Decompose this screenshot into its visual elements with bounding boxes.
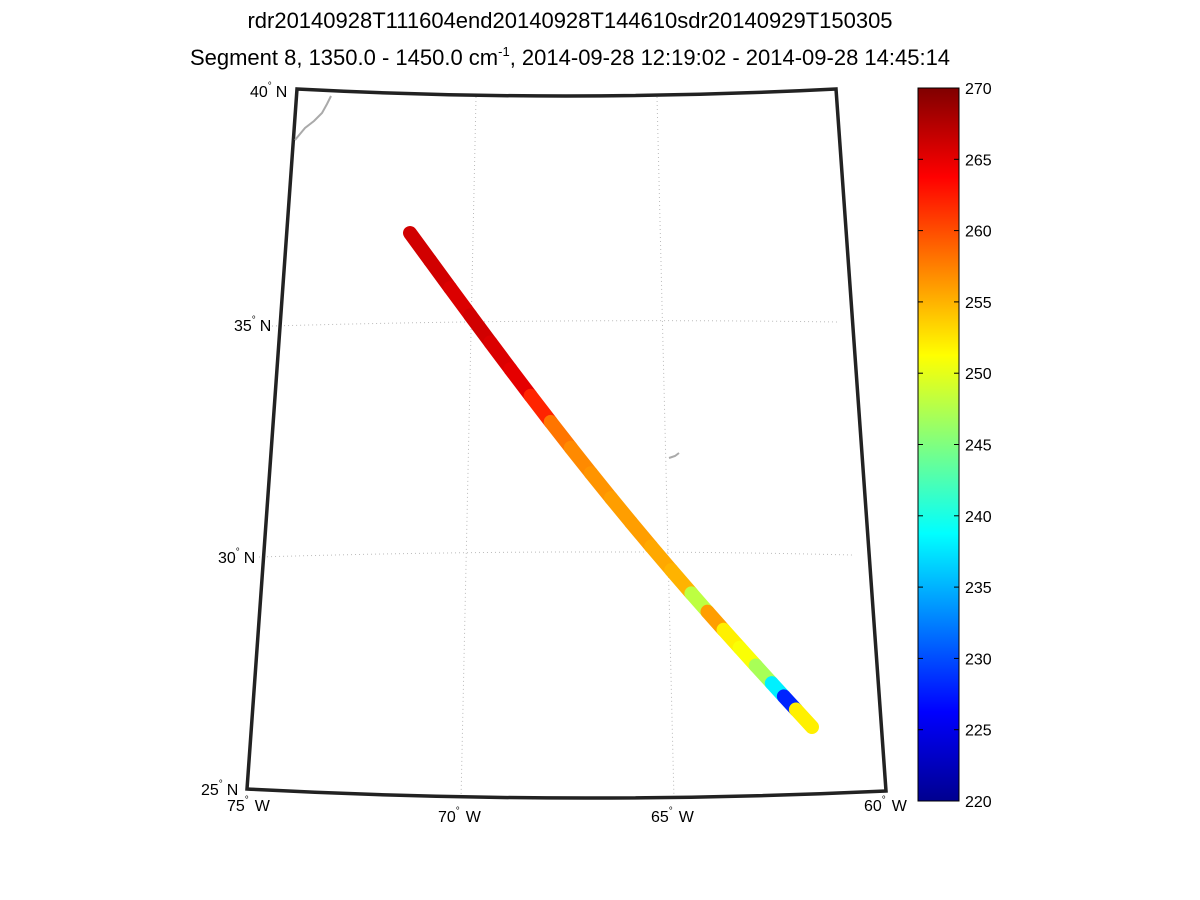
chart-subtitle: Segment 8, 1350.0 - 1450.0 cm-1, 2014-09… <box>0 44 1140 71</box>
lat-label-40: 40° N <box>250 81 287 101</box>
subtitle-prefix: Segment 8, 1350.0 - 1450.0 cm <box>189 45 499 70</box>
lat-label-30: 30° N <box>218 547 255 567</box>
map-frame <box>245 87 888 800</box>
coastline <box>294 95 332 141</box>
graticule-lon-70 <box>460 96 477 801</box>
colorbar-tick-label: 240 <box>965 509 992 526</box>
lon-label-60: 60° W <box>864 795 908 815</box>
graticule-lat-30 <box>258 551 854 558</box>
island <box>668 452 680 459</box>
graticule-lat-35 <box>271 320 839 327</box>
colorbar-tick-label: 230 <box>965 651 992 668</box>
swath-segment <box>788 702 819 734</box>
colorbar-tick-label: 220 <box>965 794 992 811</box>
lat-label-35: 35° N <box>234 315 271 335</box>
lat-label-25: 25° N <box>201 779 238 799</box>
graticule <box>258 96 854 801</box>
subtitle-exponent: -1 <box>498 44 510 59</box>
graticule-lon-65 <box>656 96 675 801</box>
lon-label-70: 70° W <box>438 806 482 826</box>
satellite-swath <box>403 226 819 734</box>
colorbar-tick-label: 245 <box>965 438 992 455</box>
colorbar-tick-label: 265 <box>965 152 992 169</box>
colorbar-gradient <box>917 87 960 802</box>
colorbar-tick-label: 270 <box>965 81 992 98</box>
colorbar-tick-label: 225 <box>965 723 992 740</box>
colorbar-tick-label: 260 <box>965 224 992 241</box>
lon-label-65: 65° W <box>651 806 695 826</box>
colorbar: 270 265 260 255 250 245 240 235 230 225 220 <box>917 81 992 811</box>
subtitle-suffix: , 2014-09-28 12:19:02 - 2014-09-28 14:45… <box>509 45 951 70</box>
lon-label-75: 75° W <box>227 795 271 815</box>
colorbar-tick-label: 235 <box>965 580 992 597</box>
colorbar-tick-label: 250 <box>965 366 992 383</box>
lat-labels: 40° N 35° N 30° N 25° N <box>201 81 287 799</box>
lon-labels: 75° W 70° W 65° W 60° W <box>227 795 908 826</box>
chart-title: rdr20140928T111604end20140928T144610sdr2… <box>247 8 893 33</box>
colorbar-tick-label: 255 <box>965 295 992 312</box>
colorbar-ticks: 270 265 260 255 250 245 240 235 230 225 220 <box>918 81 992 811</box>
